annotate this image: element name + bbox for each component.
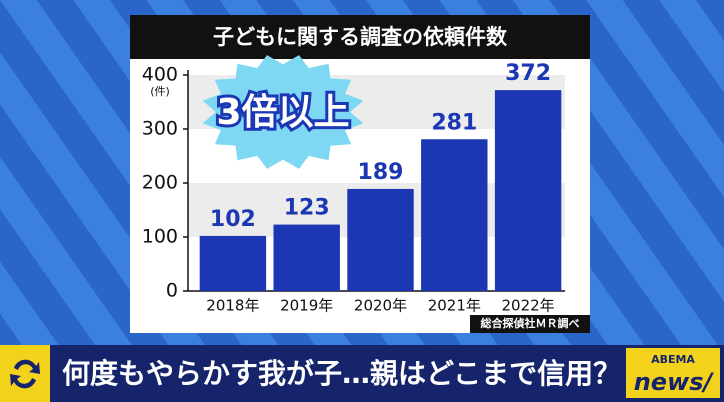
y-tick-label: 300 bbox=[142, 118, 178, 140]
bar bbox=[421, 139, 488, 291]
caption-icon-box bbox=[0, 345, 50, 402]
x-tick-label: 2018年 bbox=[206, 297, 259, 315]
source: 総合探偵社ＭＲ調べ bbox=[481, 316, 580, 330]
title-bar bbox=[130, 15, 590, 59]
value-label: 102 bbox=[210, 207, 256, 232]
x-tick-label: 2021年 bbox=[428, 297, 481, 315]
caption: 何度もやらかす我が子…親はどこまで信用？ bbox=[62, 357, 621, 390]
bar bbox=[199, 235, 267, 291]
logo-brand: ABEMA bbox=[651, 353, 695, 366]
bar bbox=[494, 90, 562, 292]
annotation: 3倍以上 bbox=[216, 92, 349, 133]
value-label: 281 bbox=[431, 110, 477, 135]
caption-icon bbox=[10, 359, 40, 389]
y-tick-label: 200 bbox=[142, 172, 178, 194]
caption-bar bbox=[0, 345, 724, 402]
bar bbox=[347, 188, 414, 291]
value-label: 189 bbox=[358, 160, 404, 185]
x-tick-label: 2020年 bbox=[354, 297, 407, 315]
x-tick-label: 2022年 bbox=[502, 297, 555, 315]
y-unit: (件) bbox=[150, 85, 170, 98]
value-label: 372 bbox=[505, 61, 551, 86]
y-tick-label: 100 bbox=[142, 226, 178, 248]
x-tick-label: 2019年 bbox=[280, 297, 333, 315]
source-bar bbox=[470, 315, 590, 333]
value-label: 123 bbox=[284, 196, 330, 221]
starburst bbox=[202, 55, 364, 169]
logo-box bbox=[626, 348, 720, 398]
bar bbox=[273, 224, 340, 291]
logo-name: news/ bbox=[634, 368, 715, 396]
chart-title: 子どもに関する調査の依頼件数 bbox=[213, 25, 508, 49]
y-tick-label: 0 bbox=[166, 280, 178, 302]
y-tick-label: 400 bbox=[142, 64, 178, 86]
